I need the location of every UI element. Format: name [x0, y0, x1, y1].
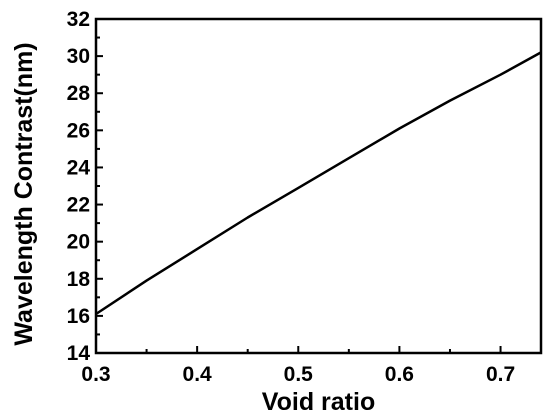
y-tick-label: 18	[67, 268, 91, 291]
y-tick-label: 30	[67, 45, 90, 68]
x-axis-title: Void ratio	[262, 388, 375, 416]
y-tick-label: 14	[67, 342, 91, 365]
x-tick-label: 0.4	[183, 363, 213, 386]
plot-frame	[94, 17, 543, 355]
y-axis-ticks: 14 16 18 20 22 24 26 28 30 32	[67, 8, 103, 365]
x-tick-label: 0.3	[81, 363, 110, 386]
x-tick-label: 0.6	[385, 363, 414, 386]
y-tick-label: 22	[67, 194, 90, 217]
series-line	[95, 51, 542, 316]
y-axis-title: Wavelength Contrast(nm)	[10, 42, 38, 345]
y-tick-label: 32	[67, 8, 90, 31]
y-tick-label: 16	[67, 305, 90, 328]
x-axis-ticks: 0.3 0.4 0.5 0.6 0.7	[81, 346, 515, 386]
y-tick-label: 26	[67, 119, 90, 142]
y-tick-label: 28	[67, 82, 91, 105]
x-tick-label: 0.5	[284, 363, 314, 386]
y-tick-label: 24	[67, 156, 91, 179]
series-layer	[95, 51, 542, 316]
y-tick-label: 20	[67, 231, 90, 254]
x-tick-label: 0.7	[486, 363, 515, 386]
